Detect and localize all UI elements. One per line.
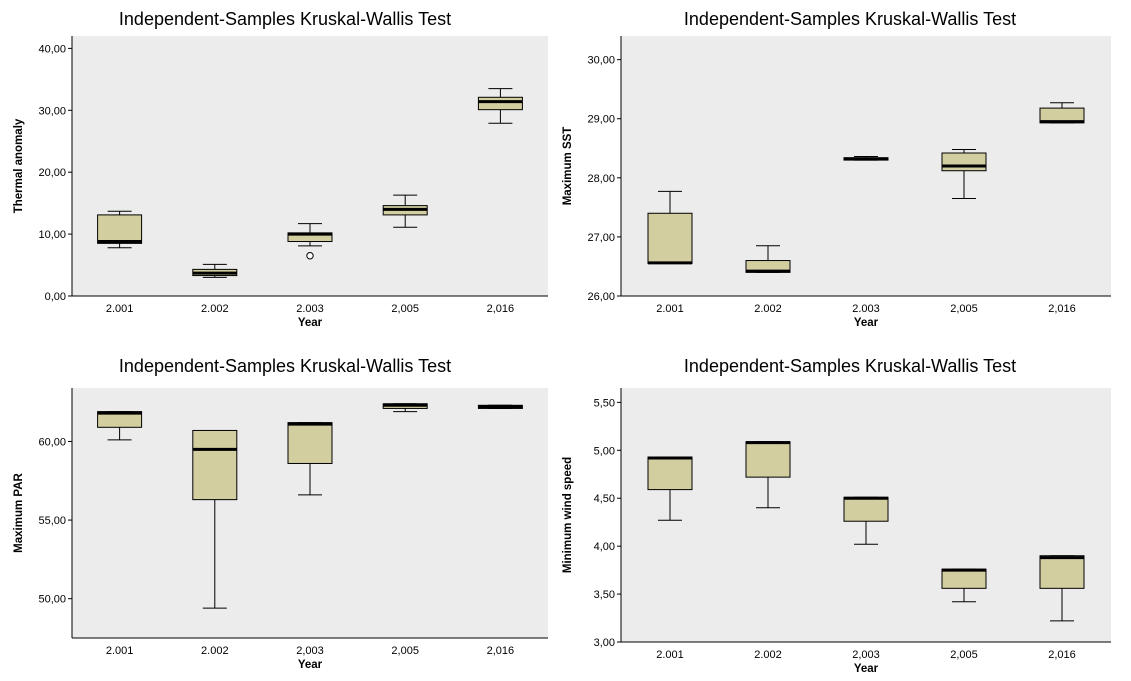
x-tick-label-2-005: 2,005 (950, 649, 978, 661)
chart-panel-maximum-sst: Independent-Samples Kruskal-Wallis Test 2… (562, 0, 1131, 340)
y-tick-label: 10,00 (38, 229, 66, 241)
y-tick-label: 3,00 (594, 637, 615, 649)
y-tick-label: 40,00 (38, 43, 66, 55)
box-2-003 (843, 496, 889, 545)
outlier-point (306, 252, 314, 260)
x-tick-label-2-002: 2.002 (754, 649, 782, 661)
y-tick-label: 60,00 (38, 436, 66, 448)
box-2-003 (843, 156, 889, 161)
x-tick-label-2-002: 2.002 (201, 645, 229, 657)
box-body (192, 429, 238, 501)
y-tick-label: 28,00 (587, 173, 615, 185)
x-tick-label-2-003: 2.003 (852, 303, 880, 315)
box-2-005 (382, 194, 428, 228)
x-tick-label-2-016: 2,016 (487, 645, 515, 657)
y-tick-label: 27,00 (587, 232, 615, 244)
x-axis-label: Year (298, 659, 323, 671)
y-axis-label: Maximum SST (562, 127, 574, 206)
x-tick-label-2-003: 2,003 (296, 645, 324, 657)
box-2-001 (647, 456, 693, 521)
chart-svg: Independent-Samples Kruskal-Wallis Test 3… (562, 356, 1111, 675)
y-tick-label: 26,00 (587, 291, 615, 303)
y-tick-label: 55,00 (38, 515, 66, 527)
box-2-003 (287, 422, 333, 496)
x-tick-label-2-003: 2.003 (296, 303, 324, 315)
y-tick-label: 30,00 (587, 55, 615, 67)
x-tick-label-2-003: 2,003 (852, 649, 880, 661)
x-tick-label-2-005: 2,005 (950, 303, 978, 315)
x-tick-label-2-001: 2.001 (106, 303, 134, 315)
box-body (941, 568, 987, 589)
chart-title: Independent-Samples Kruskal-Wallis Test (119, 356, 451, 376)
x-tick-label-2-005: 2,005 (391, 303, 419, 315)
box-2-016 (1039, 555, 1085, 622)
box-body (941, 152, 987, 172)
box-2-016 (477, 88, 523, 124)
chart-svg: Independent-Samples Kruskal-Wallis Test 2… (562, 9, 1111, 329)
box-2-003 (287, 223, 333, 247)
y-tick-label: 30,00 (38, 105, 66, 117)
y-tick-label: 29,00 (587, 114, 615, 126)
y-tick-label: 20,00 (38, 167, 66, 179)
chart-panel-minimum-wind-speed: Independent-Samples Kruskal-Wallis Test 3… (562, 340, 1131, 681)
box-2-002 (745, 441, 791, 509)
y-axis-label: Maximum PAR (13, 472, 25, 552)
box-2-002 (192, 429, 238, 609)
box-2-016 (477, 404, 523, 409)
chart-title: Independent-Samples Kruskal-Wallis Test (119, 9, 451, 29)
x-axis-label: Year (854, 663, 879, 675)
box-body (647, 212, 693, 264)
y-tick-label: 3,50 (594, 589, 615, 601)
chart-svg: Independent-Samples Kruskal-Wallis Test 5… (13, 356, 548, 671)
chart-panel-maximum-par: Independent-Samples Kruskal-Wallis Test 5… (0, 340, 565, 681)
box-2-005 (382, 403, 428, 413)
box-body (477, 96, 523, 111)
box-body (745, 441, 791, 478)
x-tick-label-2-016: 2,016 (1048, 649, 1076, 661)
box-body (287, 422, 333, 464)
box-2-002 (745, 245, 791, 273)
x-axis-label: Year (854, 317, 879, 329)
y-tick-label: 5,50 (594, 397, 615, 409)
y-tick-label: 5,00 (594, 445, 615, 457)
box-body (1039, 555, 1085, 589)
x-tick-label-2-005: 2,005 (391, 645, 419, 657)
box-body (843, 496, 889, 522)
box-2-001 (97, 411, 143, 441)
x-tick-label-2-001: 2.001 (656, 303, 684, 315)
box-body (97, 214, 143, 244)
y-tick-label: 0,00 (45, 291, 66, 303)
chart-panel-thermal-anomaly: Independent-Samples Kruskal-Wallis Test 0… (0, 0, 565, 340)
chart-title: Independent-Samples Kruskal-Wallis Test (684, 356, 1016, 376)
box-2-005 (941, 148, 987, 199)
box-2-016 (1039, 102, 1085, 124)
box-2-001 (97, 210, 143, 249)
x-tick-label-2-016: 2,016 (487, 303, 515, 315)
y-tick-label: 4,00 (594, 541, 615, 553)
x-tick-label-2-001: 2.001 (656, 649, 684, 661)
chart-title: Independent-Samples Kruskal-Wallis Test (684, 9, 1016, 29)
y-tick-label: 4,50 (594, 493, 615, 505)
chart-svg: Independent-Samples Kruskal-Wallis Test 0… (13, 9, 548, 329)
box-2-002 (192, 263, 238, 278)
x-tick-label-2-016: 2,016 (1048, 303, 1076, 315)
x-tick-label-2-002: 2.002 (754, 303, 782, 315)
box-body (647, 456, 693, 491)
box-2-005 (941, 568, 987, 603)
x-tick-label-2-001: 2.001 (106, 645, 134, 657)
x-tick-label-2-002: 2.002 (201, 303, 229, 315)
y-tick-label: 50,00 (38, 594, 66, 606)
box-2-001 (647, 190, 693, 265)
x-axis-label: Year (298, 317, 323, 329)
box-body (97, 411, 143, 428)
y-axis-label: Thermal anomaly (13, 118, 25, 213)
y-axis-label: Minimum wind speed (562, 457, 574, 573)
plot-area (621, 36, 1111, 296)
